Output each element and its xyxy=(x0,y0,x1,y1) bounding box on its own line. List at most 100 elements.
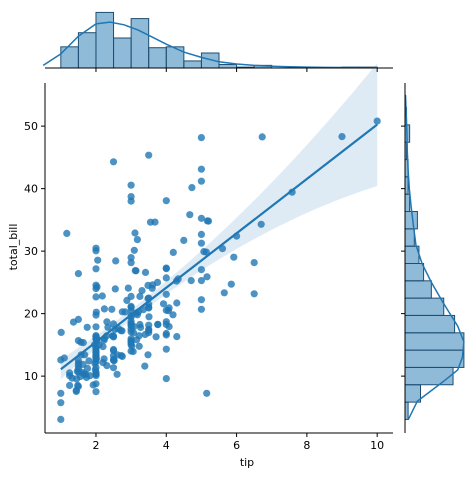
scatter-point xyxy=(162,375,170,383)
scatter-point xyxy=(250,290,258,298)
scatter-points-layer xyxy=(57,117,381,423)
y-tick-label: 10 xyxy=(24,370,38,383)
scatter-point xyxy=(135,332,143,340)
scatter-point xyxy=(162,197,170,205)
scatter-point xyxy=(92,265,100,273)
scatter-point xyxy=(203,273,211,281)
scatter-point xyxy=(153,278,162,286)
scatter-point xyxy=(162,274,170,282)
scatter-point xyxy=(127,193,135,201)
regression-layer xyxy=(60,123,378,371)
scatter-point xyxy=(250,259,258,267)
scatter-point xyxy=(85,357,93,365)
scatter-point xyxy=(145,313,153,321)
scatter-point xyxy=(89,381,97,389)
y-tick-label: 30 xyxy=(24,245,38,258)
total-bill-hist-bar xyxy=(404,211,418,230)
scatter-point xyxy=(92,323,100,331)
scatter-point xyxy=(57,328,65,336)
scatter-point xyxy=(203,389,211,397)
axes-layer: 2 4 6 8 10 10 20 30 40 50 xyxy=(24,83,393,452)
scatter-point xyxy=(99,359,107,367)
scatter-point xyxy=(130,246,138,254)
scatter-point xyxy=(112,257,120,265)
x-tick-label: 2 xyxy=(92,439,99,452)
scatter-point xyxy=(63,229,71,237)
scatter-point xyxy=(132,267,140,275)
scatter-point xyxy=(124,284,132,292)
scatter-point xyxy=(117,352,125,360)
tip-hist-bar xyxy=(113,37,132,69)
tip-kde-curve xyxy=(42,21,378,69)
scatter-point xyxy=(74,337,82,345)
total-bill-hist-bar xyxy=(404,332,465,351)
scatter-point xyxy=(66,381,74,389)
y-tick-label: 40 xyxy=(24,183,38,196)
scatter-point xyxy=(169,248,177,256)
scatter-point xyxy=(145,321,153,329)
scatter-point xyxy=(135,342,143,350)
scatter-point xyxy=(73,367,81,375)
scatter-point xyxy=(121,308,129,316)
tip-hist-bar xyxy=(77,32,97,69)
scatter-point xyxy=(187,277,195,285)
scatter-point xyxy=(111,285,119,293)
total-bill-marginal-histogram xyxy=(401,83,465,433)
scatter-point xyxy=(92,311,100,319)
scatter-point xyxy=(220,289,228,297)
scatter-point xyxy=(145,151,153,159)
scatter-point xyxy=(162,264,170,272)
scatter-point xyxy=(227,280,235,288)
scatter-point xyxy=(197,177,205,185)
y-axis-label: total_bill xyxy=(7,224,20,271)
scatter-point xyxy=(203,217,211,225)
scatter-point xyxy=(188,184,196,192)
tip-hist-bar xyxy=(148,47,167,69)
x-tick-label: 6 xyxy=(233,439,240,452)
scatter-point xyxy=(127,347,135,355)
scatter-plot-area: 2 4 6 8 10 10 20 30 40 50 xyxy=(24,63,393,452)
x-axis-label: tip xyxy=(240,456,254,469)
scatter-point xyxy=(108,305,116,313)
scatter-point xyxy=(258,133,266,141)
total-bill-hist-bar xyxy=(404,228,415,247)
x-tick-label: 10 xyxy=(370,439,384,452)
scatter-point xyxy=(138,287,146,295)
scatter-point xyxy=(230,253,238,261)
scatter-point xyxy=(186,211,194,219)
scatter-point xyxy=(133,236,141,244)
total-bill-hist-bar xyxy=(404,263,425,282)
scatter-point xyxy=(127,338,135,346)
scatter-point xyxy=(127,259,135,267)
regression-line xyxy=(60,123,378,371)
scatter-point xyxy=(69,318,78,326)
x-tick-label: 8 xyxy=(303,439,310,452)
scatter-point xyxy=(57,356,65,364)
scatter-point xyxy=(131,229,139,237)
scatter-point xyxy=(109,158,118,166)
scatter-point xyxy=(151,218,159,226)
scatter-point xyxy=(74,270,82,278)
tip-marginal-histogram xyxy=(42,11,393,72)
scatter-point xyxy=(82,373,91,382)
total-bill-hist-bar xyxy=(404,384,421,403)
scatter-point xyxy=(83,323,91,331)
scatter-point xyxy=(136,292,144,300)
scatter-point xyxy=(169,311,177,319)
scatter-point xyxy=(144,281,152,289)
scatter-point xyxy=(100,305,108,313)
total-bill-kde-curve xyxy=(404,94,465,421)
scatter-point xyxy=(109,320,118,328)
total-bill-hist-bar xyxy=(404,366,454,386)
scatter-point xyxy=(104,323,112,331)
x-tick-label: 4 xyxy=(163,439,170,452)
scatter-point xyxy=(136,320,144,329)
scatter-point xyxy=(197,266,205,274)
scatter-point xyxy=(373,117,381,125)
scatter-point xyxy=(92,388,100,396)
scatter-point xyxy=(202,248,210,256)
scatter-point xyxy=(162,331,170,339)
scatter-point xyxy=(145,304,153,312)
scatter-point xyxy=(92,344,100,352)
